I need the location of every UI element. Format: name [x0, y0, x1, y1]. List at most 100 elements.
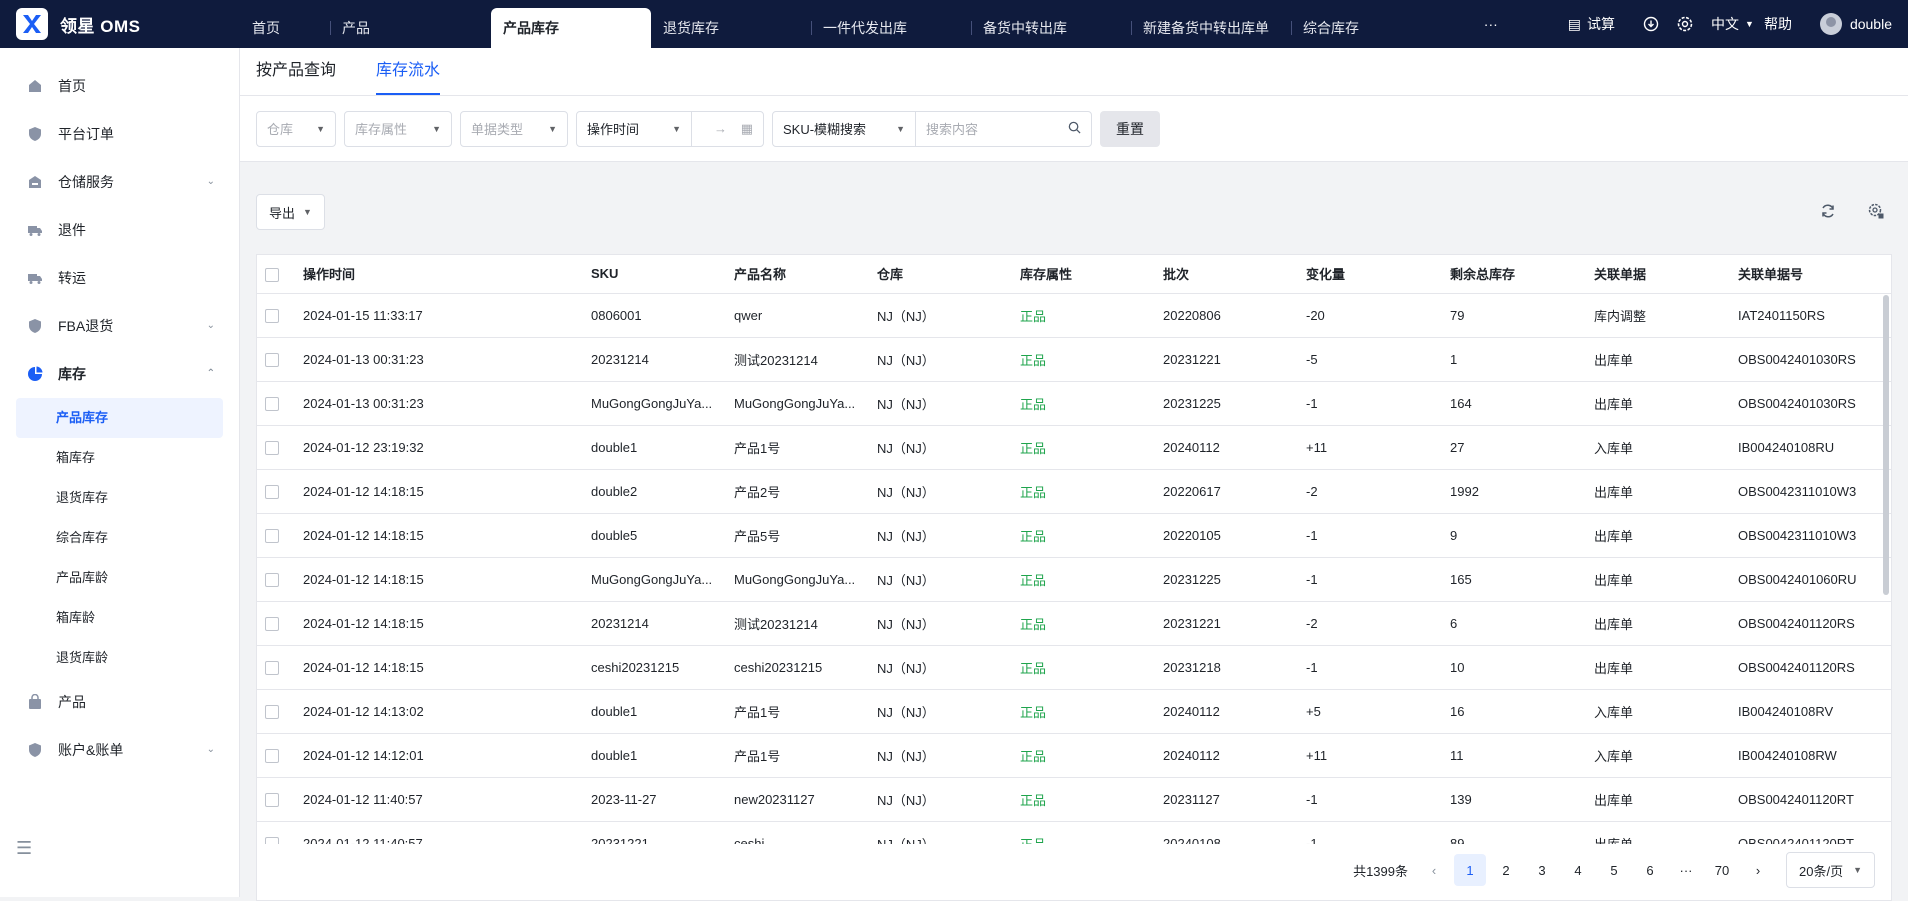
tab-product[interactable]: 产品 — [330, 8, 491, 48]
tab-combined-inventory[interactable]: 综合库存 — [1291, 8, 1451, 48]
table-row[interactable]: 2024-01-12 14:18:15 double5 产品5号 NJ（NJ） 正品 20… — [257, 513, 1891, 558]
trial-calc-button[interactable]: ▤ 试算 — [1568, 14, 1615, 34]
next-page-icon[interactable]: › — [1755, 862, 1761, 878]
page-number[interactable]: 70 — [1714, 862, 1730, 878]
row-checkbox[interactable] — [265, 396, 279, 411]
sku-mode-select[interactable]: SKU-模糊搜索 ▼ — [773, 112, 915, 146]
table-row[interactable]: 2024-01-12 11:40:57 2023-11-27 new20231127… — [257, 777, 1891, 822]
table-row[interactable]: 2024-01-12 14:18:15 MuGongGongJuYa... MuGo… — [257, 557, 1891, 602]
table-cell: 2024-01-12 14:18:15 — [295, 469, 583, 514]
more-tabs-button[interactable]: ··· — [1483, 16, 1498, 32]
subtab-by-product[interactable]: 按产品查询 — [256, 62, 337, 79]
table-row[interactable]: 2024-01-15 11:33:17 0806001 qwer NJ（NJ） 正品 20… — [257, 293, 1891, 338]
sidebar-subitem-box-age[interactable]: 箱库龄 — [56, 610, 96, 625]
user-menu[interactable]: double — [1819, 13, 1892, 35]
column-header[interactable]: 变化量 — [1298, 255, 1442, 294]
row-checkbox[interactable] — [265, 440, 279, 455]
row-checkbox[interactable] — [265, 484, 279, 499]
chevron-down-icon: ▼ — [1853, 865, 1862, 875]
table-row[interactable]: 2024-01-12 14:18:15 ceshi20231215 ceshi202… — [257, 645, 1891, 690]
table-cell: 2024-01-12 14:18:15 — [295, 645, 583, 690]
table-row[interactable]: 2024-01-12 14:18:15 20231214 测试20231214 NJ（… — [257, 601, 1891, 646]
column-header[interactable]: 库存属性 — [1012, 255, 1155, 294]
table-cell: 2024-01-15 11:33:17 — [295, 293, 583, 338]
column-header[interactable]: 关联单据 — [1586, 255, 1730, 294]
column-header[interactable]: SKU — [583, 255, 726, 294]
date-range-input[interactable]: → ▦ — [691, 111, 763, 146]
download-icon[interactable] — [1643, 16, 1659, 32]
table-row[interactable]: 2024-01-12 14:13:02 double1 产品1号 NJ（NJ） 正品 20… — [257, 689, 1891, 734]
language-select[interactable]: 中文 ▼ — [1711, 14, 1754, 34]
refresh-icon[interactable] — [1820, 203, 1836, 222]
column-header[interactable]: 批次 — [1155, 255, 1298, 294]
collapse-sidebar-icon[interactable]: ☰ — [16, 838, 33, 858]
sidebar-subitem-product-age[interactable]: 产品库龄 — [56, 570, 109, 585]
sidebar-item-fba-returns[interactable]: FBA退货 ⌄ — [0, 302, 239, 350]
row-checkbox[interactable] — [265, 748, 279, 763]
doc-type-select[interactable]: 单据类型 ▼ — [460, 110, 568, 147]
search-icon[interactable] — [1068, 121, 1081, 137]
sidebar-subitem-return-age[interactable]: 退货库龄 — [56, 650, 109, 665]
table-row[interactable]: 2024-01-12 23:19:32 double1 产品1号 NJ（NJ） 正品 20… — [257, 425, 1891, 470]
sidebar-item-product[interactable]: 产品 — [0, 678, 239, 726]
page-number[interactable]: 2 — [1502, 862, 1510, 878]
row-checkbox[interactable] — [265, 308, 279, 323]
tab-home[interactable]: 首页 — [252, 20, 280, 36]
table-row[interactable]: 2024-01-13 00:31:23 MuGongGongJuYa... MuGo… — [257, 381, 1891, 426]
table-cell: 20220617 — [1155, 469, 1298, 514]
help-link[interactable]: 帮助 — [1763, 16, 1792, 32]
page-number[interactable]: 5 — [1610, 862, 1618, 878]
prev-page-icon[interactable]: ‹ — [1431, 862, 1437, 878]
app-logo[interactable]: 领星 OMS — [0, 0, 240, 48]
row-checkbox[interactable] — [265, 528, 279, 543]
tab-product-inventory[interactable]: 产品库存 — [491, 8, 651, 48]
sidebar-subitem-product-inventory[interactable]: 产品库存 — [16, 398, 223, 438]
row-checkbox[interactable] — [265, 792, 279, 807]
column-header[interactable]: 仓库 — [869, 255, 1012, 294]
page-size-select[interactable]: 20条/页 ▼ — [1786, 852, 1875, 888]
sidebar-item-account-billing[interactable]: 账户&账单 ⌄ — [0, 726, 239, 774]
sidebar-item-home[interactable]: 首页 — [0, 62, 239, 110]
subtab-inventory-flow[interactable]: 库存流水 — [376, 47, 441, 95]
sidebar-subitem-combined-inventory[interactable]: 综合库存 — [56, 530, 109, 545]
table-scrollbar[interactable] — [1883, 295, 1889, 595]
page-ellipsis[interactable]: ··· — [1679, 862, 1693, 878]
row-checkbox[interactable] — [265, 352, 279, 367]
search-input[interactable]: 搜索内容 — [915, 111, 1091, 146]
sidebar-item-warehouse-services[interactable]: 仓储服务 ⌄ — [0, 158, 239, 206]
column-header[interactable]: 操作时间 — [295, 255, 583, 294]
table-row[interactable]: 2024-01-12 14:12:01 double1 产品1号 NJ（NJ） 正品 20… — [257, 733, 1891, 778]
column-settings-icon[interactable] — [1868, 203, 1884, 222]
page-number[interactable]: 3 — [1538, 862, 1546, 878]
row-checkbox[interactable] — [265, 660, 279, 675]
stock-attr-select[interactable]: 库存属性 ▼ — [344, 110, 452, 147]
page-number[interactable]: 4 — [1574, 862, 1582, 878]
table-row[interactable]: 2024-01-12 14:18:15 double2 产品2号 NJ（NJ） 正品 20… — [257, 469, 1891, 514]
warehouse-select[interactable]: 仓库 ▼ — [256, 110, 336, 147]
reset-button[interactable]: 重置 — [1100, 110, 1160, 147]
select-all-checkbox[interactable] — [265, 267, 279, 282]
table-row[interactable]: 2024-01-13 00:31:23 20231214 测试20231214 NJ（… — [257, 337, 1891, 382]
sidebar-subitem-return-inventory[interactable]: 退货库存 — [56, 490, 109, 505]
tab-return-inventory[interactable]: 退货库存 — [663, 20, 719, 36]
export-button[interactable]: 导出 ▼ — [256, 194, 325, 230]
sidebar-item-inventory[interactable]: 库存 ⌃ — [0, 350, 239, 398]
column-header[interactable]: 产品名称 — [726, 255, 869, 294]
sidebar-subitem-box-inventory[interactable]: 箱库存 — [56, 450, 96, 465]
sidebar-item-platform-orders[interactable]: 平台订单 — [0, 110, 239, 158]
op-time-select[interactable]: 操作时间 ▼ — [577, 112, 691, 146]
column-header[interactable]: 剩余总库存 — [1442, 255, 1586, 294]
row-checkbox[interactable] — [265, 572, 279, 587]
sidebar-item-transfer[interactable]: 转运 — [0, 254, 239, 302]
table-cell: 20220806 — [1155, 293, 1298, 338]
settings-icon[interactable] — [1677, 16, 1693, 32]
row-checkbox[interactable] — [265, 704, 279, 719]
page-number[interactable]: 1 — [1454, 854, 1486, 886]
column-header[interactable]: 关联单据号 — [1730, 255, 1891, 294]
sidebar-item-returns[interactable]: 退件 — [0, 206, 239, 254]
row-checkbox[interactable] — [265, 616, 279, 631]
tab-dropship-outbound[interactable]: 一件代发出库 — [811, 8, 971, 48]
tab-new-transfer-outbound[interactable]: 新建备货中转出库单 — [1131, 8, 1291, 48]
tab-stock-transfer-outbound[interactable]: 备货中转出库 — [971, 8, 1131, 48]
page-number[interactable]: 6 — [1646, 862, 1654, 878]
